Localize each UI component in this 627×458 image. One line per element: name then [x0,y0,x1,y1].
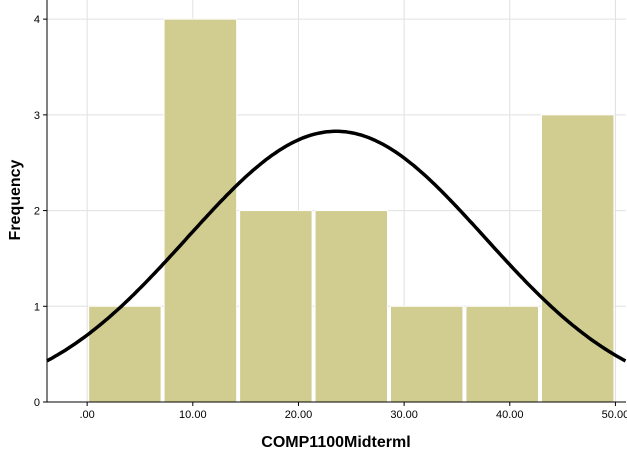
x-axis-title: COMP1100Midterml [261,434,410,451]
y-tick-label: 0 [34,397,40,409]
x-axis-ticks: .00 10.00 20.00 30.00 40.00 50.00 [80,402,627,421]
x-tick-label: 50.00 [602,409,627,421]
bar-4 [390,305,464,403]
y-axis-title: Frequency [7,159,24,240]
y-tick-label: 1 [34,301,40,313]
normal-curve [46,129,627,363]
y-tick-label: 4 [34,14,40,26]
y-tick-label: 3 [34,110,40,122]
bar-5 [465,305,539,403]
x-tick-label: 30.00 [390,409,418,421]
y-axis-ticks: 0 1 2 3 4 [34,14,47,409]
bar-0 [88,305,162,403]
bar-1 [163,18,238,403]
x-tick-label: 10.00 [179,409,207,421]
x-tick-label: 40.00 [496,409,524,421]
bar-3 [314,210,389,403]
y-tick-label: 2 [34,206,40,218]
x-tick-label: .00 [80,409,95,421]
bar-2 [239,210,313,403]
bar-6 [540,114,615,403]
axes [46,0,626,403]
x-tick-label: 20.00 [285,409,313,421]
